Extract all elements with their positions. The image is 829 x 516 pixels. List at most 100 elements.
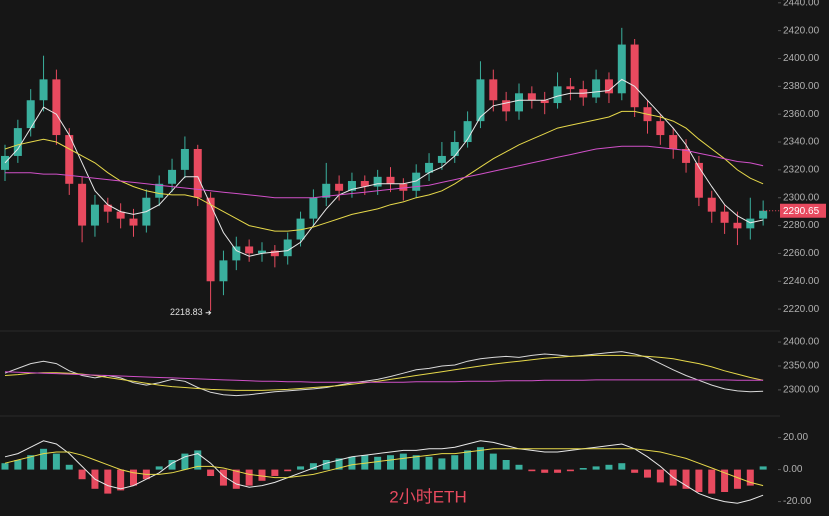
indicator-line [4, 78, 764, 257]
candle-body [245, 246, 254, 254]
candle-body [502, 100, 511, 112]
y-tick-label: 2420.00 [783, 25, 820, 36]
macd-bar [592, 466, 600, 470]
macd-bar [335, 458, 343, 470]
indicator-line [4, 351, 764, 397]
candle-body [258, 250, 266, 254]
candle-body [1, 155, 9, 170]
candle-body [425, 162, 434, 173]
candle-body [322, 183, 331, 198]
candle-body [694, 162, 703, 198]
candle-body [553, 86, 562, 104]
macd-bar [27, 455, 35, 470]
macd-bar [682, 469, 690, 489]
candle-body [669, 135, 678, 149]
macd-bar [476, 447, 484, 470]
macd-bar [1, 463, 9, 470]
macd-bar [309, 463, 317, 470]
candle-body [540, 100, 549, 104]
macd-bar [554, 469, 562, 473]
candle-body [515, 93, 523, 112]
candle-body [592, 79, 601, 98]
candle-body [103, 204, 112, 212]
macd-bar [721, 469, 729, 492]
candle-body [759, 210, 768, 219]
y-tick-label: 2240.00 [783, 276, 820, 287]
macd-bar [618, 463, 626, 470]
candle-body [720, 211, 729, 223]
y-tick-label: -20.00 [783, 496, 812, 507]
macd-bar [52, 453, 60, 470]
macd-bar [438, 458, 446, 470]
y-tick-label: 0.00 [783, 464, 803, 475]
candle-body [373, 176, 382, 187]
candle-body [129, 218, 138, 226]
macd-bar [708, 469, 716, 494]
indicator-line [4, 110, 764, 232]
macd-bar [746, 469, 754, 486]
candle-body [399, 183, 408, 191]
macd-bar [502, 460, 510, 470]
y-tick-label: 2400.00 [783, 53, 820, 64]
candle-body [450, 142, 459, 156]
macd-bar [631, 469, 639, 473]
macd-bar [194, 450, 202, 470]
candle-body [682, 148, 691, 163]
macd-bar [14, 460, 22, 470]
macd-bar [284, 469, 292, 472]
candle-body [116, 211, 125, 219]
candle-body [309, 197, 318, 219]
macd-bar [207, 469, 215, 476]
macd-bar [733, 469, 741, 489]
candle-body [733, 222, 742, 229]
y-tick-label: 2400.00 [783, 337, 820, 348]
indicator-line [4, 440, 764, 504]
macd-bar [451, 455, 459, 470]
macd-bar [566, 469, 574, 472]
macd-bar [258, 469, 266, 481]
candle-body [707, 197, 716, 212]
macd-bar [464, 450, 472, 470]
candle-body [296, 218, 305, 240]
candle-body [52, 79, 61, 136]
candle-body [347, 181, 356, 191]
candle-body [656, 121, 665, 136]
y-tick-label: 20.00 [783, 432, 808, 443]
y-tick-label: 2440.00 [783, 0, 820, 8]
candle-body [78, 183, 87, 226]
candle-body [489, 79, 498, 101]
y-tick-label: 2350.00 [783, 361, 820, 372]
macd-bar [117, 469, 125, 491]
candle-body [527, 93, 536, 101]
low-annotation: 2218.83 [170, 307, 203, 317]
y-tick-label: 2300.00 [783, 192, 820, 203]
macd-bar [605, 464, 613, 470]
y-tick-label: 2380.00 [783, 81, 820, 92]
candle-body [206, 197, 215, 282]
macd-bar [374, 456, 382, 470]
macd-bar [232, 469, 240, 489]
indicator-line [4, 371, 764, 383]
macd-bar [425, 456, 433, 470]
macd-bar [65, 464, 73, 470]
macd-bar [489, 453, 497, 470]
candle-body [219, 260, 228, 282]
macd-bar [297, 466, 305, 470]
macd-bar [579, 468, 587, 470]
macd-bar [399, 453, 407, 470]
candle-body [437, 155, 446, 163]
candle-body [630, 44, 639, 108]
macd-bar [219, 469, 227, 486]
y-tick-label: 2340.00 [783, 137, 820, 148]
macd-bar [541, 469, 549, 473]
candle-body [360, 181, 369, 187]
candle-body [412, 172, 421, 191]
candle-body [617, 44, 626, 94]
macd-bar [322, 460, 330, 470]
macd-bar [168, 460, 176, 470]
candle-body [232, 246, 241, 261]
candle-body [335, 183, 344, 191]
macd-bar [412, 455, 420, 470]
macd-bar [78, 469, 86, 480]
candle-body [65, 135, 74, 184]
